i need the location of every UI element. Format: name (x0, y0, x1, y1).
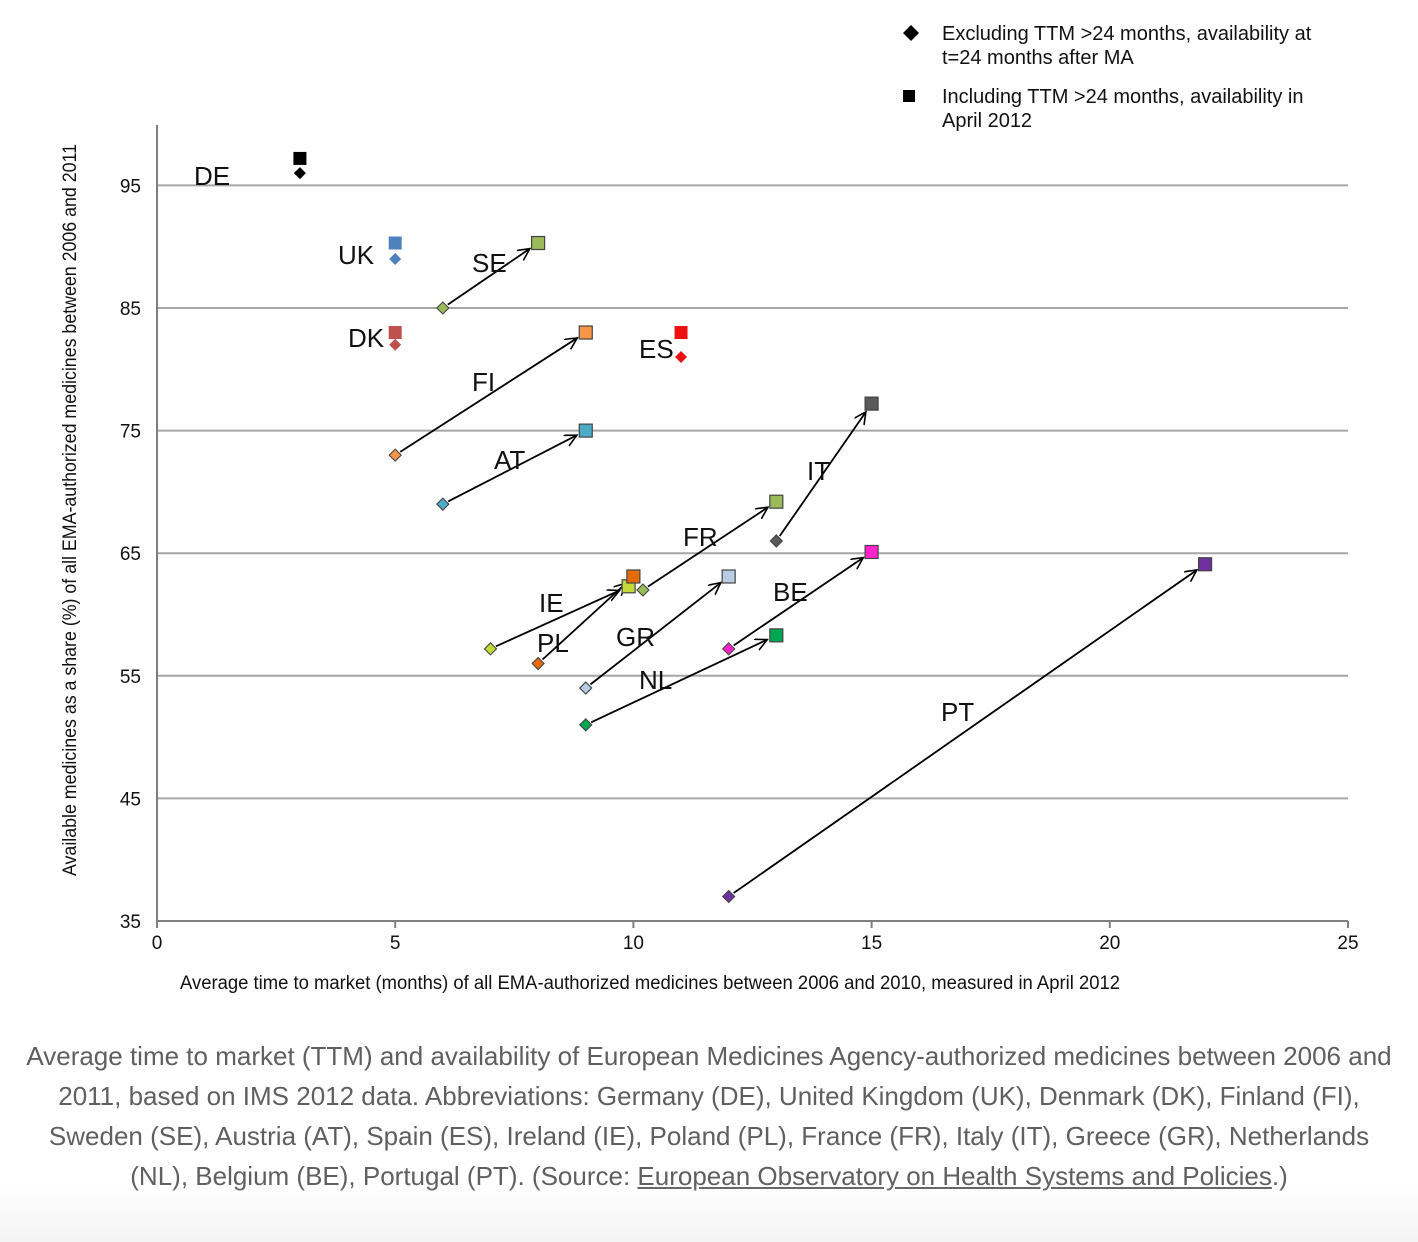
label-pt: PT (941, 697, 974, 727)
label-ie: IE (539, 588, 564, 618)
marker-including-de (293, 151, 307, 165)
x-tick-label: 10 (623, 933, 644, 954)
legend: Excluding TTM >24 months, availability a… (903, 23, 1312, 132)
marker-excluding-fi (388, 448, 402, 462)
arrow-fr (647, 507, 768, 588)
arrow-fi (399, 338, 577, 453)
legend-diamond-icon (903, 25, 919, 41)
arrows (399, 249, 1197, 894)
legend-entry-text: April 2012 (942, 110, 1032, 132)
arrow-at (447, 435, 577, 503)
x-tick-label: 20 (1099, 933, 1120, 954)
legend-square-icon (903, 90, 915, 102)
x-tick-label: 25 (1337, 933, 1358, 954)
marker-excluding-it (769, 534, 784, 548)
marker-excluding-nl (578, 718, 593, 732)
label-dk: DK (348, 323, 385, 353)
label-gr: GR (616, 622, 655, 652)
arrow-pt (733, 570, 1197, 894)
arrow-be (733, 558, 864, 647)
arrow-pl (541, 583, 626, 661)
marker-including-nl (769, 628, 784, 643)
label-nl: NL (639, 665, 672, 695)
label-at: AT (494, 445, 525, 475)
label-it: IT (807, 456, 830, 486)
x-tick-label: 0 (152, 933, 163, 954)
marker-excluding-be (721, 642, 736, 656)
data-points (293, 151, 1213, 904)
label-pl: PL (537, 628, 569, 658)
marker-including-es (674, 326, 688, 340)
marker-including-dk (388, 326, 402, 340)
label-uk: UK (338, 240, 375, 270)
y-tick-label: 75 (120, 422, 141, 443)
availability-vs-ttm-chart: 35 45 55 65 75 85 95 0 5 10 15 20 25 Average time to … (60, 23, 1359, 994)
axes: 35 45 55 65 75 85 95 0 5 10 15 20 25 Average time to … (60, 125, 1359, 994)
figure-caption: Average time to market (TTM) and availab… (20, 1036, 1398, 1196)
marker-including-it (864, 396, 879, 411)
marker-including-se (531, 235, 546, 251)
marker-including-be (864, 544, 879, 560)
marker-including-uk (388, 236, 402, 250)
marker-excluding-de (293, 167, 306, 180)
gridlines (157, 184, 1348, 800)
legend-entry-text: Excluding TTM >24 months, availability a… (942, 23, 1312, 45)
marker-including-pl (626, 569, 641, 584)
marker-excluding-dk (389, 338, 402, 351)
marker-including-fr (769, 494, 784, 509)
marker-including-pt (1197, 557, 1213, 572)
marker-excluding-se (436, 301, 450, 315)
y-tick-label: 65 (120, 544, 141, 565)
x-tick-label: 15 (861, 933, 882, 954)
marker-excluding-uk (389, 252, 402, 265)
marker-including-at (578, 423, 593, 438)
label-fi: FI (472, 367, 495, 397)
y-tick-label: 95 (120, 176, 141, 197)
x-tick-label: 5 (390, 933, 401, 954)
y-tick-label: 35 (120, 912, 141, 933)
y-tick-label: 45 (120, 789, 141, 810)
arrow-nl (590, 640, 767, 724)
label-de: DE (194, 161, 230, 191)
marker-excluding-pt (721, 889, 736, 904)
caption-tail: .) (1271, 1161, 1288, 1191)
label-be: BE (773, 577, 808, 607)
label-fr: FR (683, 522, 718, 552)
legend-entry-text: t=24 months after MA (942, 47, 1134, 69)
marker-including-gr (721, 569, 736, 584)
arrow-gr (589, 583, 720, 686)
country-labels: DE UK DK SE FI ES AT IT FR IE PL GR NL BE PT (194, 161, 974, 727)
label-es: ES (639, 334, 674, 364)
marker-excluding-gr (578, 681, 593, 695)
source-link[interactable]: European Observatory on Health Systems a… (637, 1161, 1272, 1191)
marker-excluding-pl (531, 656, 545, 671)
y-tick-label: 55 (120, 667, 141, 688)
y-axis-title: Available medicines as a share (%) of al… (60, 144, 81, 876)
arrow-se (447, 249, 530, 306)
label-se: SE (472, 248, 507, 278)
marker-excluding-ie (483, 642, 498, 656)
marker-excluding-es (675, 351, 688, 364)
marker-excluding-at (436, 497, 450, 511)
x-axis-title: Average time to market (months) of all E… (180, 973, 1120, 994)
marker-including-fi (578, 325, 593, 340)
y-tick-label: 85 (120, 299, 141, 320)
arrow-it (779, 412, 866, 537)
marker-excluding-fr (636, 583, 650, 597)
arrow-ie (495, 590, 620, 648)
legend-entry-text: Including TTM >24 months, availability i… (942, 86, 1303, 108)
